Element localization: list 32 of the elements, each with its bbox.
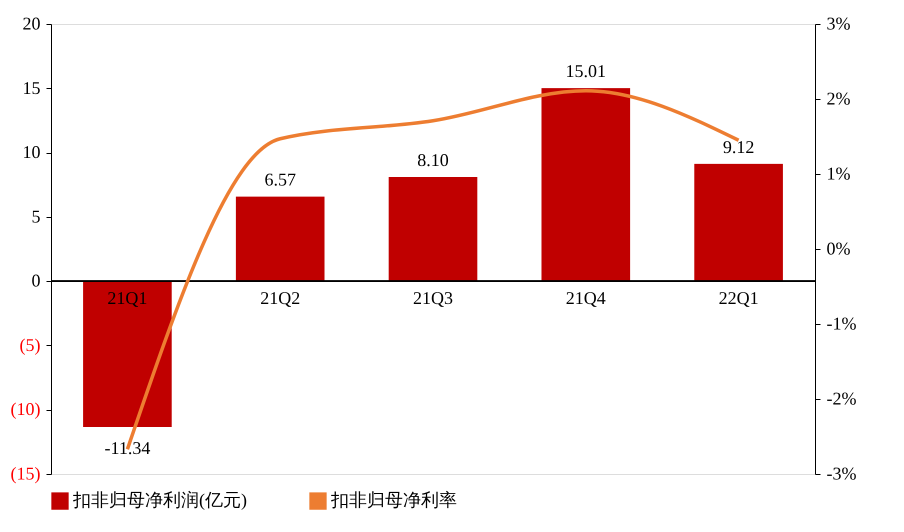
data-label: 6.57 xyxy=(264,170,296,190)
y2-tick-label: -1% xyxy=(826,314,856,334)
y2-tick-label: -2% xyxy=(826,388,856,408)
y-tick-label: 20 xyxy=(22,14,40,34)
y2-tick-label: 2% xyxy=(826,88,850,108)
data-label: 8.10 xyxy=(417,150,449,170)
bar xyxy=(236,196,325,282)
x-tick-label: 22Q1 xyxy=(718,288,759,308)
y-tick-label: (10) xyxy=(10,399,40,420)
y-tick-label: 15 xyxy=(22,78,40,98)
y-tick-label: 10 xyxy=(22,142,40,162)
bar xyxy=(541,88,630,282)
x-tick-label: 21Q3 xyxy=(413,288,453,308)
bar xyxy=(388,177,478,282)
y-tick-label: 5 xyxy=(32,206,40,226)
y2-tick-label: 1% xyxy=(826,164,850,184)
data-label: -11.34 xyxy=(104,438,150,458)
y2-tick-label: -3% xyxy=(826,464,856,484)
legend-label: 扣非归母净利率 xyxy=(330,490,457,510)
data-label: 15.01 xyxy=(566,61,606,82)
x-tick-label: 21Q4 xyxy=(566,288,606,308)
bar xyxy=(83,281,172,427)
y2-tick-label: 0% xyxy=(826,238,850,258)
x-tick-label: 21Q2 xyxy=(260,288,300,308)
data-label: 9.12 xyxy=(722,136,754,157)
y2-tick-label: 3% xyxy=(826,14,850,34)
y-tick-label: (15) xyxy=(10,464,40,484)
x-tick-label: 21Q1 xyxy=(107,288,148,308)
bar xyxy=(694,164,783,282)
legend-label: 扣非归母净利润(亿元) xyxy=(72,490,247,510)
y-tick-label: 0 xyxy=(32,270,40,291)
y-tick-label: (5) xyxy=(20,334,40,355)
